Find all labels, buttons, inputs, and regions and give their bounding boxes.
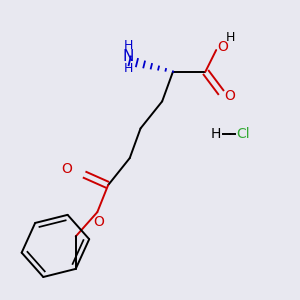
Text: H: H (124, 62, 133, 75)
Text: Cl: Cl (236, 127, 250, 141)
Text: N: N (123, 49, 134, 64)
Text: O: O (61, 162, 72, 176)
Text: H: H (211, 127, 221, 141)
Text: O: O (93, 215, 104, 229)
Text: O: O (218, 40, 228, 54)
Text: H: H (124, 40, 133, 52)
Text: H: H (226, 32, 235, 44)
Text: O: O (224, 89, 235, 103)
